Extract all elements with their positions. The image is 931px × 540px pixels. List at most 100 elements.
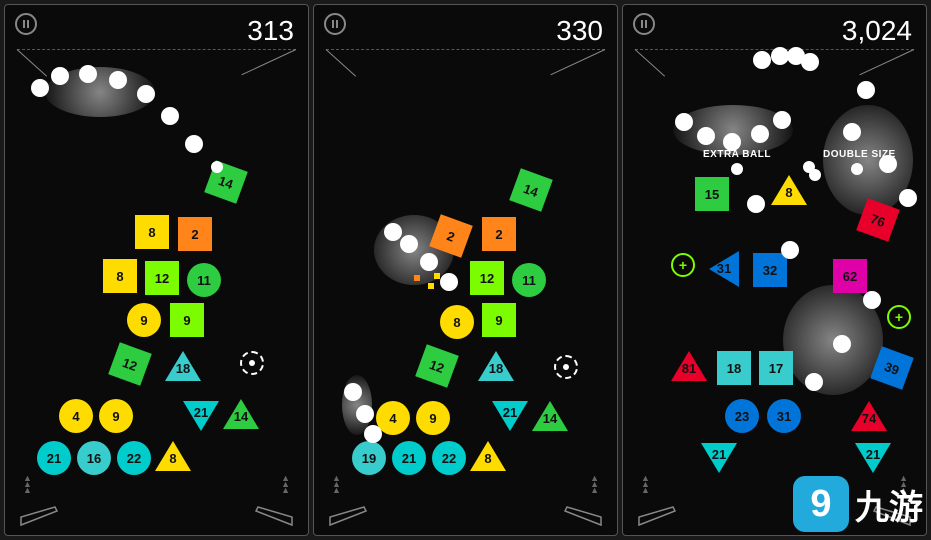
game-shape: 8 — [470, 441, 506, 471]
game-shape: 21 — [701, 443, 737, 473]
game-panels: 3131482812119912184921142116228▲▲▲▲▲▲ 33… — [0, 0, 931, 540]
ball — [79, 65, 97, 83]
right-arrow-indicator: ▲▲▲ — [590, 475, 599, 493]
game-shape: 21 — [37, 441, 71, 475]
game-shape: 9 — [127, 303, 161, 337]
game-shape: 21 — [183, 401, 219, 431]
game-shape: 81 — [671, 351, 707, 381]
game-shape: 18 — [165, 351, 201, 381]
ball — [109, 71, 127, 89]
powerup-label: DOUBLE SIZE — [823, 149, 896, 160]
ball — [805, 373, 823, 391]
ball — [833, 335, 851, 353]
game-shape: 74 — [851, 401, 887, 431]
ball — [809, 169, 821, 181]
ball — [420, 253, 438, 271]
game-shape: 32 — [753, 253, 787, 287]
game-shape: 12 — [108, 342, 152, 386]
game-shape: 8 — [103, 259, 137, 293]
ball — [697, 127, 715, 145]
ball — [857, 81, 875, 99]
game-shape — [240, 351, 264, 375]
game-shape: 21 — [855, 443, 891, 473]
game-shape: 18 — [717, 351, 751, 385]
flipper-right[interactable] — [254, 497, 294, 527]
ball — [773, 111, 791, 129]
score-display: 313 — [247, 15, 294, 47]
game-shape: 12 — [415, 344, 459, 388]
game-shape: + — [887, 305, 911, 329]
game-shape: 8 — [135, 215, 169, 249]
game-shape: 11 — [512, 263, 546, 297]
game-shape: 9 — [482, 303, 516, 337]
game-shape: 14 — [223, 399, 259, 429]
game-shape: 11 — [187, 263, 221, 297]
ball — [384, 223, 402, 241]
game-shape: 16 — [77, 441, 111, 475]
game-shape: 31 — [709, 251, 739, 287]
ball — [185, 135, 203, 153]
game-shape: 2 — [482, 217, 516, 251]
score-display: 3,024 — [842, 15, 912, 47]
ball — [161, 107, 179, 125]
watermark: 9 九游 — [793, 476, 923, 532]
ball — [747, 195, 765, 213]
game-shape: 23 — [725, 399, 759, 433]
ball — [751, 125, 769, 143]
game-shape: 15 — [695, 177, 729, 211]
watermark-text: 九游 — [855, 480, 923, 529]
game-panel-1: 3131482812119912184921142116228▲▲▲▲▲▲ — [4, 4, 309, 536]
ball — [781, 241, 799, 259]
ball — [899, 189, 917, 207]
ball — [211, 161, 223, 173]
ball — [51, 67, 69, 85]
game-panel-2: 330142212118912184921141921228▲▲▲▲▲▲ — [313, 4, 618, 536]
game-shape: 9 — [99, 399, 133, 433]
game-shape: 14 — [509, 168, 553, 212]
ball — [356, 405, 374, 423]
game-shape: 22 — [432, 441, 466, 475]
flipper-left[interactable] — [637, 497, 677, 527]
ball — [440, 273, 458, 291]
ball — [400, 235, 418, 253]
flipper-right[interactable] — [563, 497, 603, 527]
game-shape: 8 — [155, 441, 191, 471]
game-shape: 8 — [440, 305, 474, 339]
ball — [364, 425, 382, 443]
game-shape: 2 — [178, 217, 212, 251]
left-arrow-indicator: ▲▲▲ — [641, 475, 650, 493]
flipper-left[interactable] — [328, 497, 368, 527]
game-shape: 4 — [59, 399, 93, 433]
score-display: 330 — [556, 15, 603, 47]
game-shape: 9 — [416, 401, 450, 435]
watermark-icon: 9 — [793, 476, 849, 532]
ball — [675, 113, 693, 131]
pause-button[interactable] — [633, 13, 655, 35]
ball — [843, 123, 861, 141]
ball — [801, 53, 819, 71]
left-arrow-indicator: ▲▲▲ — [332, 475, 341, 493]
game-shape — [554, 355, 578, 379]
ball — [137, 85, 155, 103]
game-shape: 19 — [352, 441, 386, 475]
powerup-label: EXTRA BALL — [703, 149, 771, 160]
flipper-left[interactable] — [19, 497, 59, 527]
game-shape: 8 — [771, 175, 807, 205]
game-shape: 9 — [170, 303, 204, 337]
game-shape: 18 — [478, 351, 514, 381]
ball — [753, 51, 771, 69]
game-panel-3: 3,02415876+313262+811817392331742121EXTR… — [622, 4, 927, 536]
ball — [344, 383, 362, 401]
pause-button[interactable] — [15, 13, 37, 35]
right-arrow-indicator: ▲▲▲ — [281, 475, 290, 493]
ball — [863, 291, 881, 309]
pause-button[interactable] — [324, 13, 346, 35]
game-shape: 12 — [470, 261, 504, 295]
game-shape: 22 — [117, 441, 151, 475]
game-shape: 21 — [392, 441, 426, 475]
game-shape: 14 — [532, 401, 568, 431]
game-shape: 62 — [833, 259, 867, 293]
game-shape: 17 — [759, 351, 793, 385]
ball — [31, 79, 49, 97]
left-arrow-indicator: ▲▲▲ — [23, 475, 32, 493]
